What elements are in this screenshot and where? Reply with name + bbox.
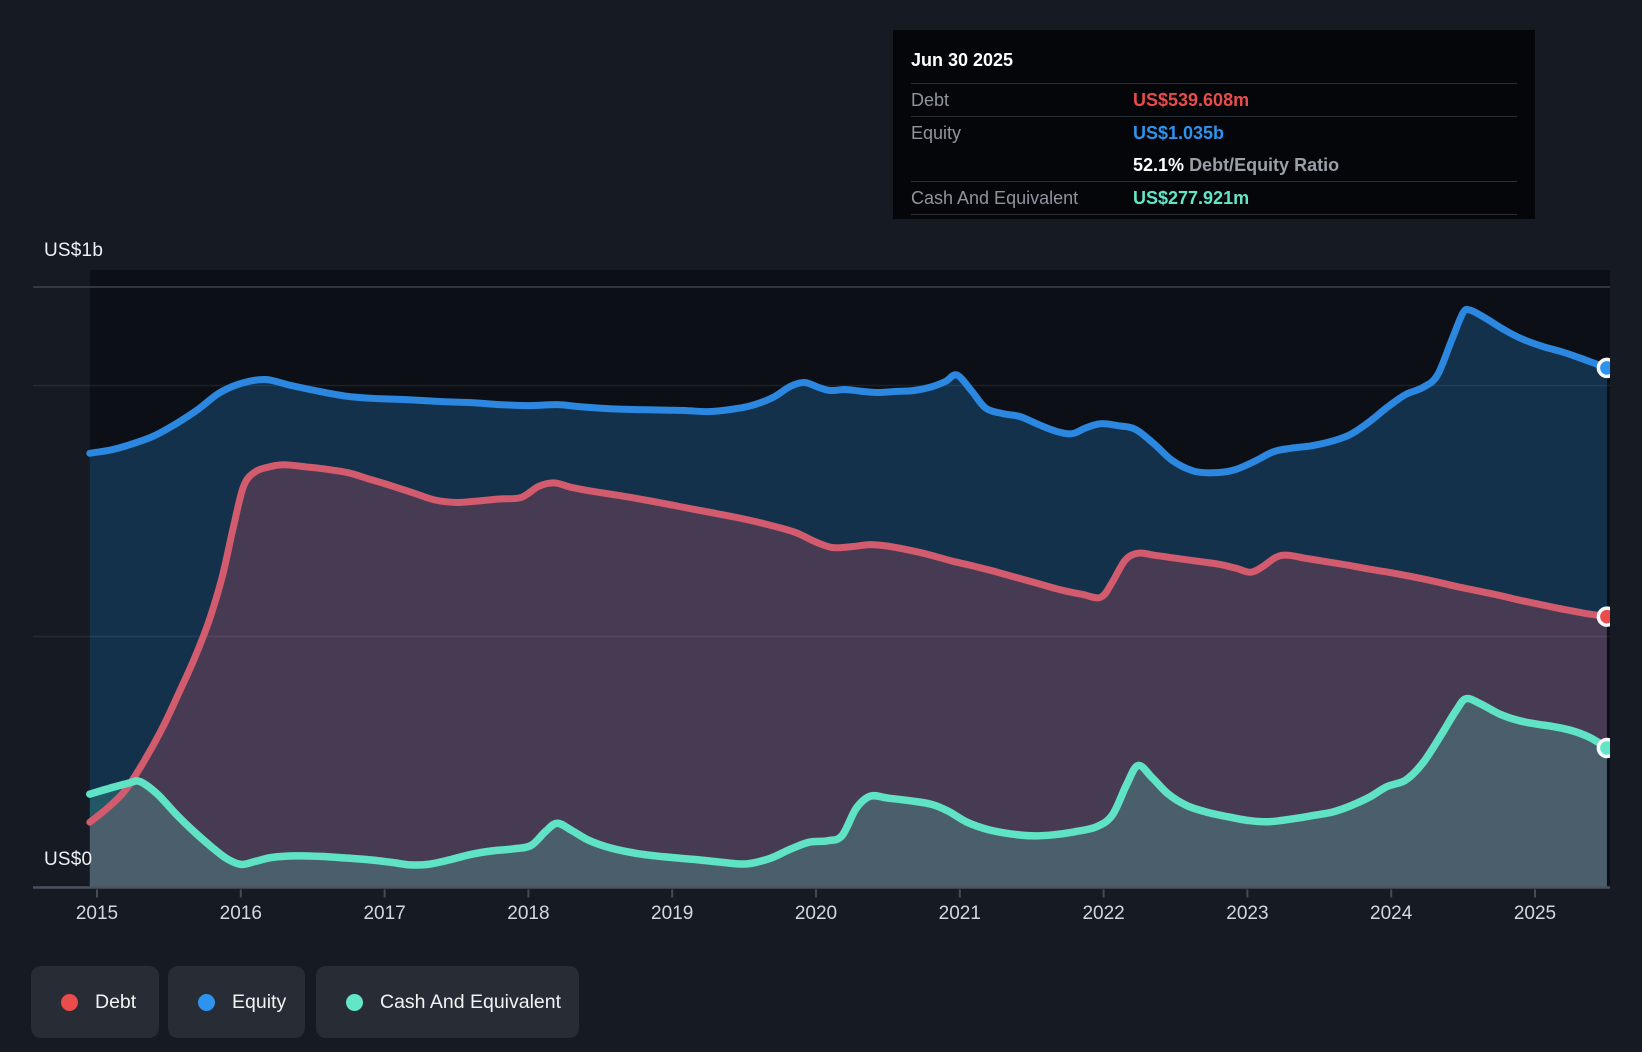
equity-dot-icon xyxy=(198,993,215,1011)
tooltip-debt-label: Debt xyxy=(911,89,950,110)
cash-dot-icon xyxy=(346,993,363,1011)
y-axis-label-zero: US$0 xyxy=(44,849,93,870)
legend-item-equity[interactable]: Equity xyxy=(168,966,305,1038)
x-axis-label-2021: 2021 xyxy=(938,903,981,924)
legend-item-debt[interactable]: Debt xyxy=(31,966,159,1038)
legend-item-cash[interactable]: Cash And Equivalent xyxy=(316,966,579,1038)
x-axis-label-2017: 2017 xyxy=(363,903,406,924)
tooltip-cash-label: Cash And Equivalent xyxy=(911,187,1079,208)
equity-line xyxy=(86,305,1610,477)
chart-legend: Debt Equity Cash And Equivalent xyxy=(0,966,1642,1038)
x-axis-label-2025: 2025 xyxy=(1513,903,1557,924)
tooltip-date: Jun 30 2025 xyxy=(911,50,1014,70)
x-axis-label-2022: 2022 xyxy=(1082,903,1125,924)
y-axis-label-max: US$1b xyxy=(44,240,104,261)
tooltip-equity-row: Equity US$1.035b xyxy=(911,116,1517,149)
debt-endpoint-marker xyxy=(1596,606,1610,627)
legend-debt-label: Debt xyxy=(95,990,137,1013)
x-axis-label-2019: 2019 xyxy=(651,903,694,924)
x-axis-label-2024: 2024 xyxy=(1370,903,1413,924)
x-axis-label-2020: 2020 xyxy=(794,903,838,924)
cash-area xyxy=(89,698,1607,888)
legend-cash-label: Cash And Equivalent xyxy=(380,990,562,1013)
equity-area xyxy=(89,309,1607,888)
tooltip-equity-label: Equity xyxy=(911,122,962,143)
x-axis-label-2023: 2023 xyxy=(1226,903,1269,924)
debt-dot-icon xyxy=(61,993,78,1011)
tooltip-cash-value: US$277.921m xyxy=(1133,187,1250,208)
tooltip-ratio-value: 52.1% xyxy=(1133,154,1185,175)
x-axis-label-2015: 2015 xyxy=(75,903,119,924)
equity-endpoint-marker xyxy=(1596,357,1610,379)
debt-line xyxy=(86,461,1610,826)
cash-and-equivalent-endpoint-marker xyxy=(1596,737,1610,759)
tooltip-cash-row: Cash And Equivalent US$277.921m xyxy=(911,181,1517,215)
tooltip-equity-value: US$1.035b xyxy=(1133,122,1225,143)
tooltip-ratio-row: 52.1% Debt/Equity Ratio xyxy=(911,149,1517,181)
tooltip-debt-value: US$539.608m xyxy=(1133,89,1250,110)
legend-equity-label: Equity xyxy=(232,990,287,1013)
chart-tooltip: Jun 30 2025 Debt US$539.608m Equity US$1… xyxy=(893,30,1535,219)
debt-area xyxy=(89,464,1607,888)
x-axis-label-2016: 2016 xyxy=(219,903,262,924)
cash-line xyxy=(86,694,1610,869)
tooltip-debt-row: Debt US$539.608m xyxy=(911,83,1517,116)
x-axis-label-2018: 2018 xyxy=(507,903,550,924)
plot-background xyxy=(89,270,1610,888)
tooltip-ratio-label: Debt/Equity Ratio xyxy=(1189,154,1340,175)
